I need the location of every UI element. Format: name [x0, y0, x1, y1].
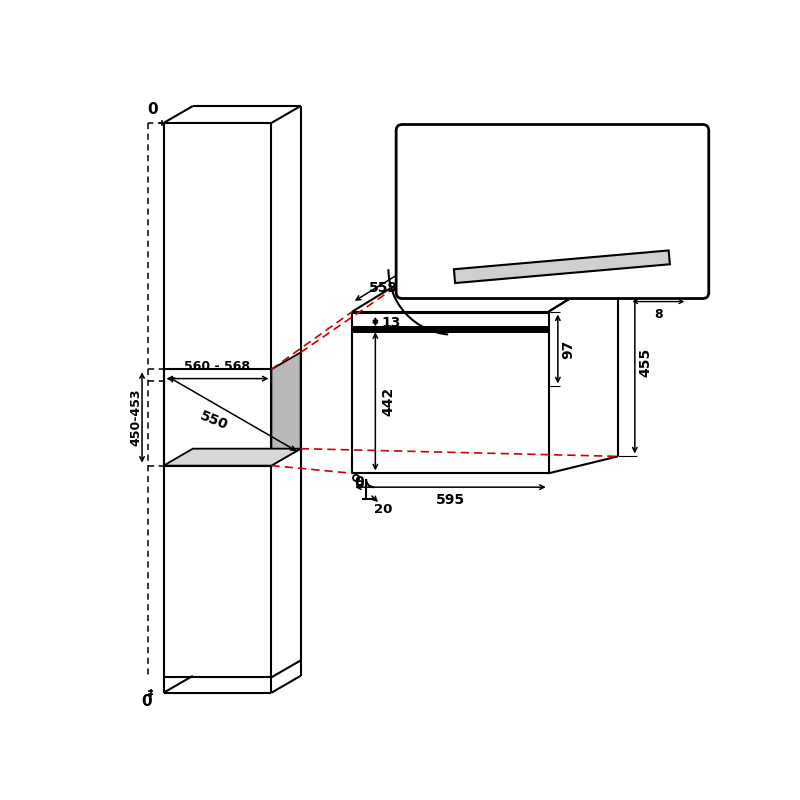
- Text: 0: 0: [147, 102, 158, 117]
- Text: 543: 543: [505, 253, 534, 267]
- Text: 455: 455: [638, 348, 653, 378]
- Text: 550: 550: [198, 409, 230, 433]
- Text: 595: 595: [436, 494, 465, 507]
- Text: 97: 97: [562, 339, 576, 358]
- Text: 450-453: 450-453: [130, 389, 142, 446]
- Text: 13: 13: [382, 316, 401, 330]
- Polygon shape: [454, 250, 670, 283]
- Text: 442: 442: [382, 386, 395, 416]
- Text: 0: 0: [142, 694, 152, 710]
- Text: 85°: 85°: [473, 235, 500, 250]
- Text: 6: 6: [637, 262, 646, 275]
- Text: 563: 563: [506, 230, 534, 245]
- Polygon shape: [163, 449, 301, 466]
- Text: 20: 20: [374, 503, 392, 516]
- Text: 559: 559: [369, 281, 398, 294]
- Text: 8: 8: [654, 308, 662, 321]
- Text: 340: 340: [546, 134, 576, 147]
- Text: 560 - 568: 560 - 568: [185, 360, 250, 373]
- FancyBboxPatch shape: [396, 125, 709, 298]
- Polygon shape: [271, 353, 301, 466]
- Text: 0: 0: [354, 475, 364, 489]
